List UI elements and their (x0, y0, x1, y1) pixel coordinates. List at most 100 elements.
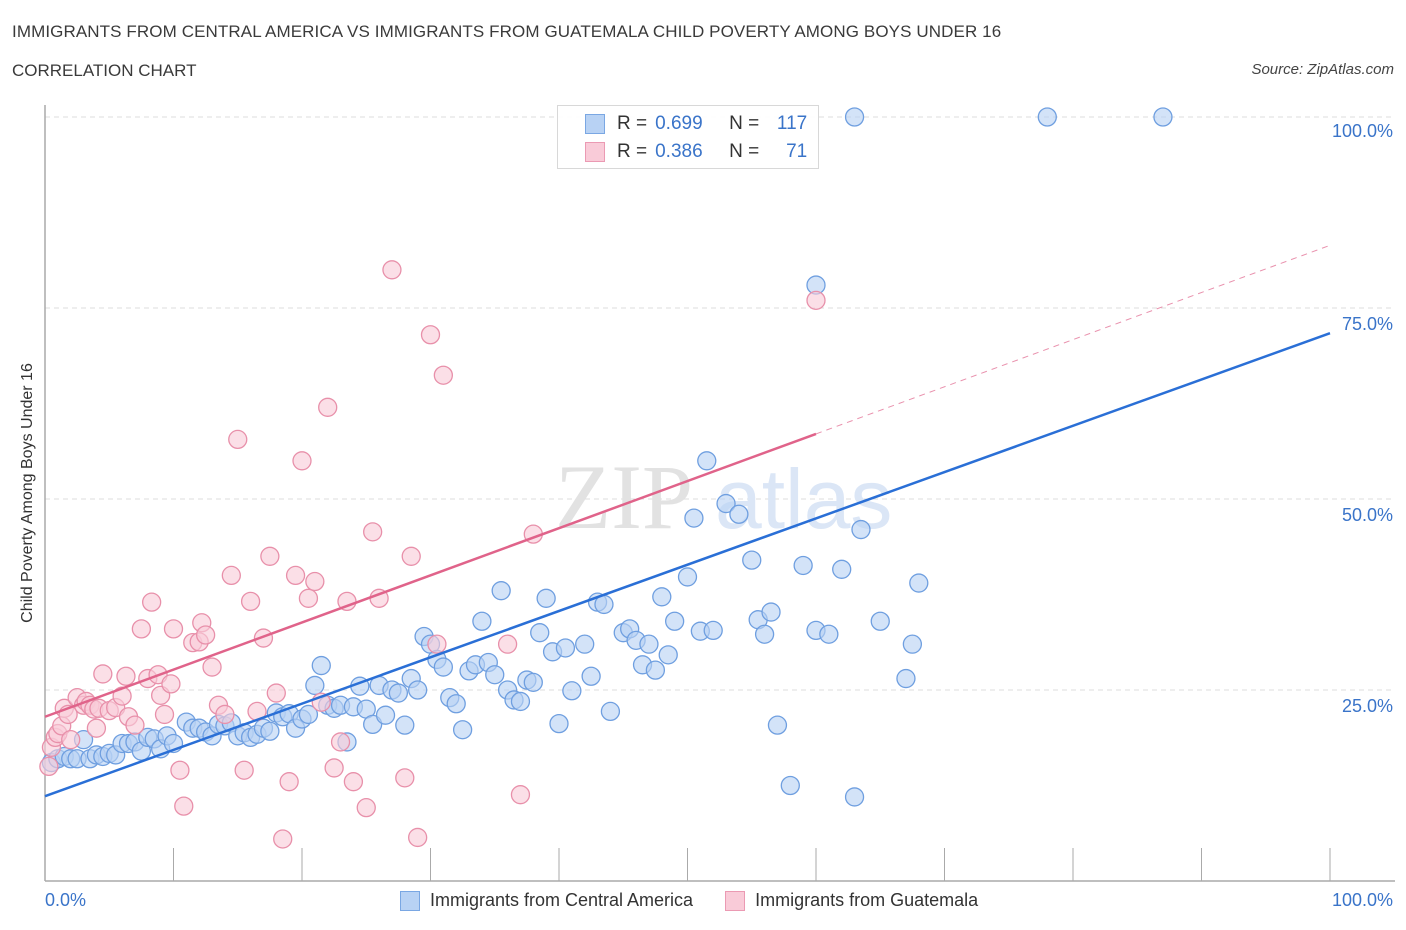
data-point (677, 567, 698, 587)
data-point (754, 624, 775, 644)
data-point (639, 634, 659, 654)
data-point (343, 772, 364, 792)
data-point (215, 704, 235, 725)
data-point (510, 785, 531, 805)
data-point (382, 260, 402, 280)
data-point (311, 655, 331, 676)
data-point (575, 634, 595, 654)
data-point (703, 620, 723, 641)
stats-legend: R = 0.699 N = 117 R = 0.386 N = 71 (557, 105, 819, 169)
data-point (234, 760, 254, 780)
data-point (260, 546, 280, 566)
watermark-zip: ZIP (555, 446, 693, 548)
data-point (523, 672, 543, 693)
data-point (285, 565, 306, 586)
data-point (298, 588, 319, 608)
data-point (161, 674, 181, 694)
data-point (266, 683, 286, 703)
n-label: N = (729, 141, 760, 162)
data-point (1037, 107, 1057, 127)
data-point (446, 694, 466, 714)
y-tick-label-100: 100.0% (1331, 121, 1393, 141)
data-point (806, 290, 826, 311)
legend-row-guatemala: R = 0.386 N = 71 (585, 139, 807, 165)
legend-item-guatemala[interactable]: Immigrants from Guatemala (725, 890, 978, 911)
data-point (253, 628, 274, 648)
series-legend: Immigrants from Central America Immigran… (400, 890, 1010, 911)
data-point (581, 666, 601, 686)
n-value: 117 (776, 113, 808, 134)
legend-swatch-blue (585, 114, 605, 134)
chart-subtitle: CORRELATION CHART (12, 61, 197, 80)
data-point (902, 634, 923, 654)
data-point (832, 559, 852, 579)
data-point (645, 660, 666, 680)
data-point (793, 555, 813, 576)
data-point (485, 665, 505, 685)
data-point (163, 619, 184, 639)
data-point (761, 602, 781, 622)
legend-item-central-america[interactable]: Immigrants from Central America (400, 890, 693, 911)
data-point (61, 730, 81, 750)
data-point (549, 713, 569, 734)
data-point (652, 587, 672, 607)
data-point (112, 686, 132, 706)
data-point (600, 701, 621, 722)
data-point (195, 625, 216, 645)
y-tick-label-50: 50.0% (1341, 505, 1393, 525)
data-point (240, 591, 261, 612)
data-point (221, 565, 241, 586)
data-point (767, 715, 788, 735)
legend-label: Immigrants from Guatemala (755, 890, 979, 910)
data-point (174, 796, 194, 816)
data-point (292, 451, 312, 471)
trend-line-extension-1 (815, 244, 1331, 435)
data-point (93, 664, 113, 684)
data-point (684, 508, 704, 528)
x-tick-label-100: 100.0% (1331, 890, 1393, 910)
r-value: 0.386 (655, 141, 703, 162)
data-point (407, 680, 428, 700)
data-point (844, 787, 865, 807)
legend-swatch-pink (725, 890, 746, 911)
data-point (330, 732, 351, 752)
data-point (39, 756, 59, 777)
legend-swatch-blue (400, 890, 420, 911)
data-point (260, 721, 280, 741)
data-point (427, 634, 447, 654)
data-point (452, 720, 473, 740)
data-point (729, 504, 749, 524)
data-point (562, 681, 582, 701)
data-point (530, 623, 550, 643)
data-point (356, 798, 376, 818)
data-point (433, 365, 454, 385)
trend-line-1 (44, 432, 817, 718)
data-point (318, 397, 338, 417)
data-point (433, 657, 454, 677)
data-point (658, 645, 678, 665)
source-credit: Source: ZipAtlas.com (1251, 61, 1394, 78)
r-label: R = (617, 141, 648, 162)
legend-label: Immigrants from Central America (430, 890, 694, 910)
data-point (305, 571, 325, 592)
data-point (395, 768, 415, 788)
data-point (131, 619, 152, 639)
data-point (697, 451, 717, 471)
data-point (909, 573, 929, 593)
data-point (305, 675, 325, 696)
data-point (273, 829, 293, 849)
data-point (491, 581, 511, 601)
data-point (86, 718, 107, 738)
data-point (363, 522, 383, 542)
data-point (298, 704, 319, 725)
data-point (780, 775, 800, 796)
data-point (497, 634, 518, 654)
trend-line-0 (44, 332, 1331, 798)
data-point (142, 592, 162, 612)
y-tick-label-75: 75.0% (1341, 314, 1393, 334)
data-point (819, 624, 839, 644)
data-point (324, 758, 344, 778)
data-point (1153, 107, 1173, 127)
data-point (844, 107, 865, 127)
